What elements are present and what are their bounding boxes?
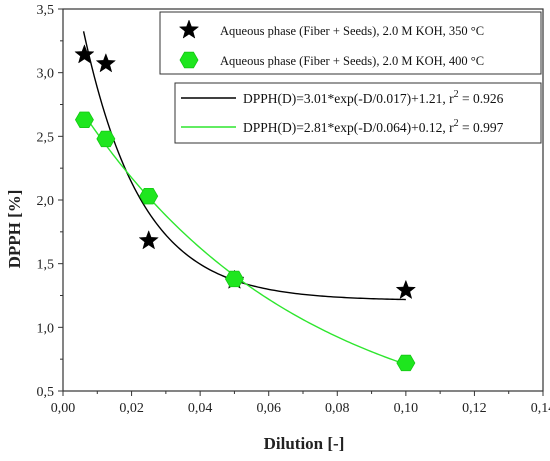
legend-label-350: Aqueous phase (Fiber + Seeds), 2.0 M KOH… bbox=[220, 24, 484, 38]
data-point-350 bbox=[95, 53, 117, 73]
legend-fit-label-400: DPPH(D)=2.81*exp(-D/0.064)+0.12, r2 = 0.… bbox=[243, 118, 504, 135]
legend-label-400: Aqueous phase (Fiber + Seeds), 2.0 M KOH… bbox=[220, 54, 484, 68]
y-axis: 0,5 1,0 1,5 2,0 2,5 3,0 3,5 bbox=[37, 3, 63, 400]
legend-symbol-350 bbox=[178, 19, 200, 39]
y-tick-label: 3,5 bbox=[37, 3, 55, 18]
x-tick-label: 0,10 bbox=[394, 401, 419, 416]
fit-curve-1 bbox=[82, 113, 407, 366]
legend-fits-box: DPPH(D)=3.01*exp(-D/0.017)+1.21, r2 = 0.… bbox=[174, 82, 542, 144]
x-tick-label: 0,04 bbox=[188, 401, 213, 416]
data-markers bbox=[74, 44, 417, 372]
x-tick-label: 0,08 bbox=[325, 401, 350, 416]
y-axis-title: DPPH [%] bbox=[5, 190, 24, 269]
y-tick-label: 3,0 bbox=[37, 67, 55, 82]
data-point-400 bbox=[96, 130, 116, 148]
legend-markers-frame bbox=[159, 11, 542, 75]
x-tick-label: 0,02 bbox=[119, 401, 144, 416]
data-point-400 bbox=[139, 187, 159, 205]
x-tick-label: 0,12 bbox=[462, 401, 487, 416]
x-tick-label: 0,06 bbox=[256, 401, 281, 416]
x-tick-label: 0,00 bbox=[51, 401, 76, 416]
y-tick-label: 2,5 bbox=[37, 130, 55, 145]
data-point-400 bbox=[396, 354, 416, 372]
x-tick-label: 0,14 bbox=[531, 401, 550, 416]
y-tick-label: 1,0 bbox=[37, 321, 55, 336]
fit-curves bbox=[82, 31, 407, 366]
data-point-400 bbox=[74, 111, 94, 128]
data-point-400 bbox=[224, 270, 244, 288]
x-axis: 0,00 0,02 0,04 0,06 0,08 0,10 0,12 0,14 bbox=[51, 391, 550, 416]
legend-markers-box: Aqueous phase (Fiber + Seeds), 2.0 M KOH… bbox=[159, 11, 542, 75]
legend-symbol-400 bbox=[179, 51, 199, 69]
y-tick-label: 0,5 bbox=[37, 385, 55, 400]
x-axis-title: Dilution [-] bbox=[264, 434, 345, 453]
y-tick-label: 2,0 bbox=[37, 194, 55, 209]
y-tick-label: 1,5 bbox=[37, 258, 55, 273]
legend-fits-frame bbox=[174, 82, 542, 144]
legend-fit-label-350: DPPH(D)=3.01*exp(-D/0.017)+1.21, r2 = 0.… bbox=[243, 89, 504, 106]
data-point-350 bbox=[138, 230, 159, 250]
data-point-350 bbox=[395, 279, 417, 300]
data-point-350 bbox=[74, 44, 95, 64]
